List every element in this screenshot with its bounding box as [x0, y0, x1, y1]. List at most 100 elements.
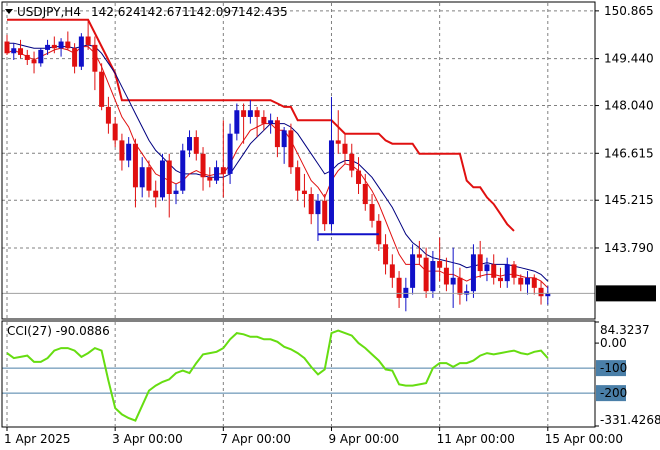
candle-body — [200, 153, 206, 178]
cci-tick-label: 0.00 — [600, 336, 627, 350]
candle-body — [281, 130, 287, 148]
cci-line — [6, 329, 549, 422]
candle-body — [99, 71, 105, 107]
candle-body — [430, 261, 436, 292]
indicator-label: CCI(27) -90.0886 — [7, 324, 110, 338]
current-price-box — [596, 285, 656, 302]
candle-body — [308, 194, 314, 215]
candle-body — [497, 277, 503, 282]
candle-body — [356, 170, 362, 184]
candle-body — [31, 59, 37, 64]
candle-body — [92, 44, 98, 72]
candle-body — [538, 287, 544, 297]
indicator-series — [6, 329, 549, 422]
time-tick-label: 3 Apr 00:00 — [112, 432, 183, 446]
candle-body — [518, 277, 524, 285]
candle-body — [24, 54, 30, 60]
price-tick-label: 145.215 — [604, 193, 654, 207]
candle-body — [450, 277, 456, 285]
price-tick-label: 150.865 — [604, 4, 654, 18]
close-value: 142.435 — [238, 5, 288, 19]
candle-body — [274, 120, 280, 148]
cci-tick-label: -331.4268 — [600, 413, 660, 427]
current-price-label: 142.435 — [600, 286, 650, 300]
candle-body — [349, 153, 355, 171]
candle-body — [525, 277, 531, 285]
candle-body — [85, 36, 91, 45]
candle-body — [4, 41, 10, 54]
candle-body — [457, 277, 463, 295]
candle-body — [112, 123, 118, 141]
candle-body — [315, 200, 321, 215]
candle-body — [504, 264, 510, 282]
candle-body — [464, 291, 470, 295]
candle-body — [403, 287, 409, 298]
time-tick-label: 9 Apr 00:00 — [328, 432, 399, 446]
symbol-dropdown-icon[interactable] — [5, 9, 13, 14]
candle-body — [11, 48, 17, 54]
price-series — [2, 18, 595, 312]
candle-body — [301, 190, 307, 195]
candle-body — [119, 140, 125, 161]
candle-body — [369, 204, 375, 221]
candle-body — [423, 257, 429, 292]
candle-body — [139, 167, 145, 188]
candle-body — [38, 49, 44, 64]
candle-body — [437, 261, 443, 268]
candle-body — [220, 167, 226, 174]
candle-body — [376, 220, 382, 245]
candle-body — [187, 137, 193, 151]
candle-body — [227, 133, 233, 174]
price-axis: 150.865 149.440 148.040 146.615 145.215 143.7… — [595, 4, 656, 302]
fast-ma-line — [6, 46, 549, 289]
candle-body — [396, 277, 402, 298]
candle-body — [443, 267, 449, 285]
candle-body — [531, 277, 537, 288]
candle-body — [342, 143, 348, 154]
candle-body — [254, 110, 260, 117]
candle-body — [173, 190, 179, 195]
candle-body — [180, 150, 186, 191]
candle-body — [328, 140, 334, 225]
time-tick-label: 15 Apr 00:00 — [545, 432, 623, 446]
candle-body — [362, 183, 368, 205]
cci-level-box — [596, 385, 626, 402]
open-value: 142.624 — [91, 5, 141, 19]
candle-body — [491, 264, 497, 278]
candle-body — [58, 41, 64, 49]
time-tick-label: 11 Apr 00:00 — [437, 432, 515, 446]
cci-level-box — [596, 360, 626, 377]
indicator-panel-frame — [1, 320, 596, 428]
trailing-stop-line — [7, 18, 515, 232]
candle-body — [416, 254, 422, 258]
candle-body — [288, 130, 294, 168]
candle-body — [166, 160, 172, 195]
candle-body — [18, 48, 24, 55]
candle-body — [78, 36, 84, 67]
candle-body — [146, 167, 152, 191]
high-value: 142.671 — [140, 5, 190, 19]
candle-body — [159, 160, 165, 198]
candle-body — [241, 110, 247, 117]
symbol-label: USDJPY,H4 — [17, 5, 81, 19]
main-panel-frame — [1, 1, 596, 320]
candle-body — [234, 110, 240, 134]
candle-body — [383, 244, 389, 265]
candle-body — [193, 137, 199, 154]
candle-body — [105, 106, 111, 124]
grid — [2, 3, 595, 426]
price-tick-label: 148.040 — [604, 99, 654, 113]
price-tick-label: 146.615 — [604, 146, 654, 160]
time-tick-label: 7 Apr 00:00 — [220, 432, 291, 446]
price-tick-label: 143.790 — [604, 241, 654, 255]
candle-body — [484, 264, 490, 272]
candle-body — [207, 177, 213, 181]
price-tick-label: 149.440 — [604, 52, 654, 66]
candle-body — [410, 254, 416, 288]
candle-body — [335, 140, 341, 144]
cci-tick-label: 84.3237 — [600, 323, 650, 337]
candle-body — [322, 200, 328, 225]
candle-body — [65, 41, 71, 49]
